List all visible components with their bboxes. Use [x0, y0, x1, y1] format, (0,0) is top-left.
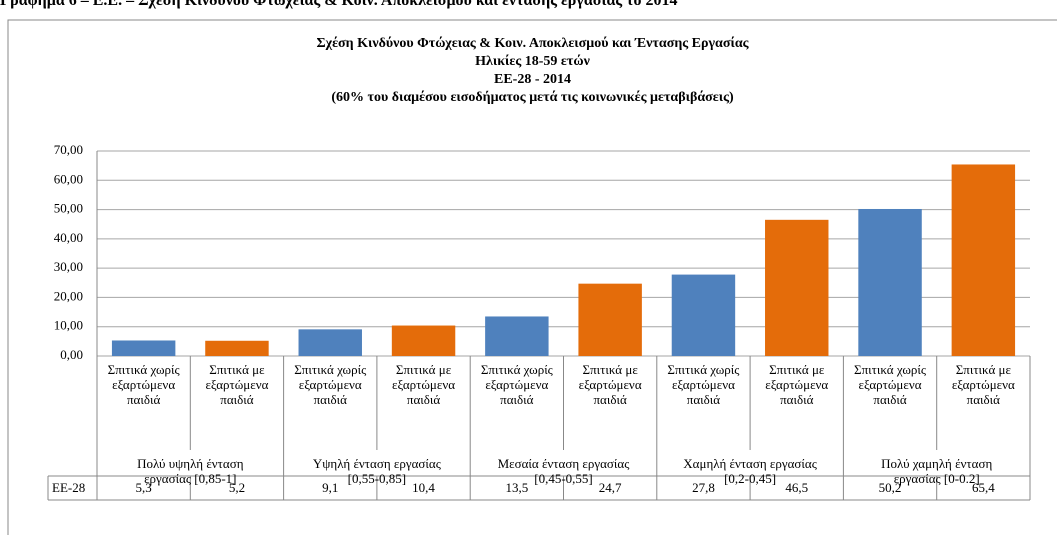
data-table-value: 5,3 — [135, 480, 152, 495]
data-table-value: 50,2 — [878, 480, 902, 495]
y-tick-label: 0,00 — [60, 347, 83, 362]
figure-heading: Γράφημα 6 – Ε.Ε. – Σχέση Κινδύνου Φτώχει… — [0, 0, 678, 9]
group-label: Υψηλή ένταση εργασίας [0,55-0,85] — [312, 456, 441, 486]
data-table-value: 24,7 — [598, 480, 622, 495]
data-table-value: 27,8 — [692, 480, 715, 495]
bar — [298, 329, 362, 356]
data-table-value: 46,5 — [785, 480, 809, 495]
x-tick-label: Σπιτικά χωρίς εξαρτώμενα παιδιά — [667, 362, 740, 407]
chart-title: Σχέση Κινδύνου Φτώχειας & Κοιν. Αποκλεισ… — [316, 36, 749, 51]
bar — [765, 219, 829, 356]
y-tick-label: 30,00 — [54, 259, 83, 274]
x-tick-label: Σπιτικά με εξαρτώμενα παιδιά — [205, 362, 269, 407]
x-tick-label: Σπιτικά με εξαρτώμενα παιδιά — [951, 362, 1015, 407]
data-table-value: 65,4 — [971, 480, 995, 495]
y-tick-label: 10,00 — [54, 318, 83, 333]
bar — [858, 208, 922, 356]
bar — [951, 164, 1016, 356]
bar — [671, 274, 736, 356]
y-tick-label: 50,00 — [54, 201, 83, 216]
chart-title: Ηλικίες 18-59 ετών — [475, 54, 590, 69]
x-tick-label: Σπιτικά χωρίς εξαρτώμενα παιδιά — [854, 362, 927, 407]
y-tick-label: 40,00 — [54, 230, 83, 245]
x-tick-label: Σπιτικά με εξαρτώμενα παιδιά — [392, 362, 456, 407]
x-tick-label: Σπιτικά με εξαρτώμενα παιδιά — [578, 362, 642, 407]
legend-entry: ΕΕ-28 — [52, 480, 86, 495]
x-tick-label: Σπιτικά χωρίς εξαρτώμενα παιδιά — [107, 362, 180, 407]
y-tick-label: 70,00 — [54, 142, 83, 157]
group-label: Χαμηλή ένταση εργασίας [0,2-0,45] — [683, 456, 817, 486]
x-tick-label: Σπιτικά χωρίς εξαρτώμενα παιδιά — [294, 362, 367, 407]
x-tick-label: Σπιτικά με εξαρτώμενα παιδιά — [765, 362, 829, 407]
chart-frame — [7, 19, 1057, 535]
y-tick-label: 20,00 — [54, 288, 83, 303]
data-table-value: 10,4 — [412, 480, 435, 495]
data-table-value: 13,5 — [505, 480, 529, 495]
bar — [391, 325, 456, 356]
chart-title: ΕΕ-28 - 2014 — [494, 72, 571, 87]
bar — [205, 340, 269, 356]
bar — [111, 340, 176, 356]
group-label: Πολύ χαμηλή ένταση εργασίας [0-0.2] — [881, 456, 993, 486]
bar — [578, 283, 642, 356]
bar — [485, 316, 549, 356]
data-table-value: 5,2 — [228, 480, 246, 495]
y-tick-label: 60,00 — [54, 171, 83, 186]
group-label: Πολύ υψηλή ένταση εργασίας [0,85-1] — [137, 456, 244, 486]
group-label: Μεσαία ένταση εργασίας [0,45-0,55] — [497, 456, 630, 486]
x-tick-label: Σπιτικά χωρίς εξαρτώμενα παιδιά — [480, 362, 553, 407]
data-table-value: 9,1 — [322, 480, 339, 495]
chart-title: (60% του διαμέσου εισοδήματος μετά τις κ… — [331, 90, 734, 105]
